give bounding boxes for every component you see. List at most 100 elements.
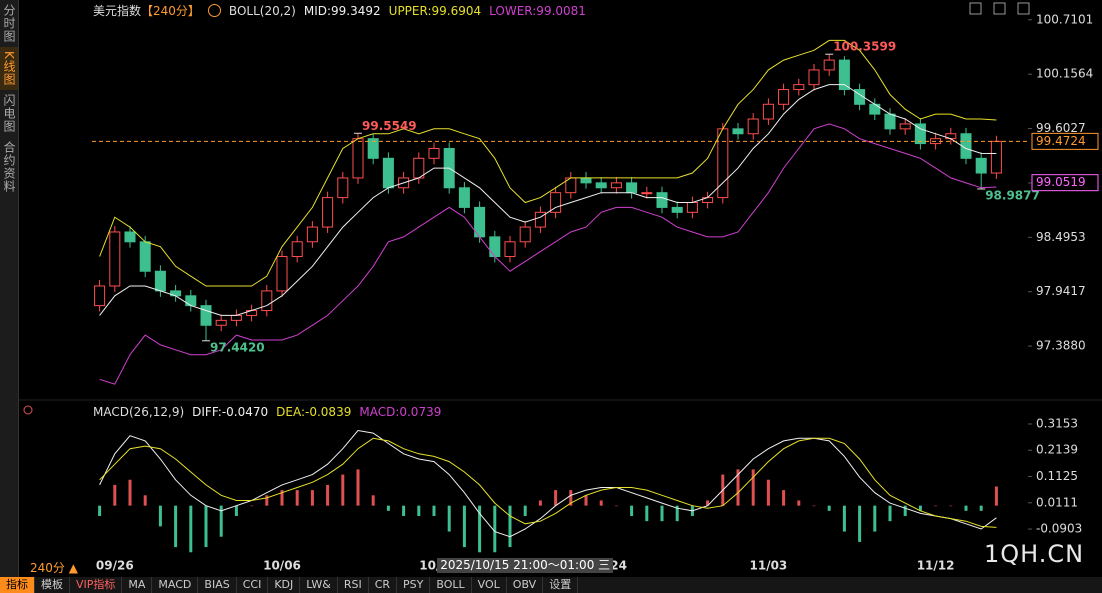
- candle-body: [747, 118, 759, 135]
- macd-bar: [143, 495, 147, 506]
- macd-bar: [706, 500, 710, 506]
- side-tab[interactable]: K线图: [0, 47, 18, 90]
- macd-bar: [174, 505, 178, 548]
- macd-bar: [158, 505, 162, 527]
- candle-body: [413, 157, 425, 179]
- candle-body: [595, 182, 607, 189]
- macd-bar: [614, 505, 618, 507]
- candle-body: [519, 226, 531, 243]
- macd-bar: [523, 505, 527, 517]
- candle-body: [732, 128, 744, 135]
- candle-body: [550, 192, 562, 213]
- extreme-label: 97.4420: [210, 340, 265, 354]
- macd-bar: [462, 505, 466, 548]
- y-tick-label: 0.3153: [1036, 416, 1078, 430]
- candle-body: [200, 305, 212, 326]
- macd-bar: [599, 500, 603, 506]
- macd-bar: [994, 486, 998, 506]
- indicator-tab[interactable]: BIAS: [198, 577, 237, 593]
- x-tick-label: 09/26: [96, 559, 134, 573]
- indicator-tab[interactable]: OBV: [507, 577, 544, 593]
- macd-bar: [341, 474, 345, 506]
- candle-body: [230, 314, 242, 321]
- legend-entry: LOWER:99.0081: [489, 3, 586, 18]
- indicator-tab[interactable]: CCI: [237, 577, 269, 593]
- indicator-tab[interactable]: KDJ: [268, 577, 301, 593]
- macd-bar: [356, 469, 360, 506]
- x-tick-label: 11/03: [750, 559, 788, 573]
- extreme-label: 98.9877: [985, 188, 1040, 202]
- candle-body: [869, 103, 881, 115]
- macd-bar: [569, 490, 573, 506]
- macd-bar: [128, 479, 132, 506]
- indicator-tab[interactable]: LW&: [300, 577, 338, 593]
- macd-bar: [508, 505, 512, 548]
- main-legend: 美元指数 【240分】 BOLL(20,2) MID:99.3492 UPPER:…: [93, 2, 586, 19]
- indicator-line: [99, 429, 997, 538]
- candle-body: [626, 182, 638, 194]
- macd-bar: [888, 505, 892, 522]
- side-tab[interactable]: 合约资料: [2, 140, 16, 193]
- macd-bar: [250, 505, 254, 507]
- candle-body: [641, 192, 653, 195]
- indicator-line: [99, 437, 997, 528]
- macd-bar: [493, 505, 497, 553]
- side-tab[interactable]: 闪电图: [2, 93, 16, 133]
- macd-bar: [827, 505, 831, 511]
- candle-body: [580, 177, 592, 184]
- macd-bar: [660, 505, 664, 522]
- indicator-tab[interactable]: RSI: [338, 577, 369, 593]
- y-tick-label: 99.6027: [1036, 121, 1086, 135]
- macd-bar: [842, 505, 846, 532]
- candle-body: [154, 270, 166, 292]
- macd-bar: [979, 505, 983, 511]
- y-tick-label: 100.1564: [1036, 67, 1093, 81]
- indicator-tab[interactable]: PSY: [397, 577, 431, 593]
- macd-bar: [584, 495, 588, 506]
- candle-body: [504, 241, 516, 258]
- indicator-tab[interactable]: 模板: [35, 577, 70, 593]
- indicator-tab[interactable]: VOL: [472, 577, 507, 593]
- period-label: 【240分】: [141, 4, 200, 18]
- y-tick-label: 97.9417: [1036, 284, 1086, 298]
- candle-body: [762, 103, 774, 120]
- candle-body: [139, 241, 151, 272]
- price-box-label: 99.0519: [1036, 175, 1086, 189]
- pane-icon[interactable]: [23, 405, 33, 415]
- candle-body: [337, 177, 349, 199]
- macd-legend: MACD(26,12,9) DIFF:-0.0470 DEA:-0.0839 MAC…: [93, 405, 441, 419]
- macd-bar: [326, 484, 330, 506]
- candle-body: [610, 182, 622, 189]
- macd-bar: [538, 500, 542, 506]
- indicator-tab[interactable]: MACD: [152, 577, 199, 593]
- indicator-tab[interactable]: VIP指标: [70, 577, 123, 593]
- macd-bar: [751, 469, 755, 506]
- macd-bar: [280, 490, 284, 506]
- candle-body: [489, 236, 501, 258]
- macd-bar: [812, 505, 816, 507]
- indicator-tab[interactable]: CR: [369, 577, 398, 593]
- indicator-tab[interactable]: 设置: [543, 577, 579, 593]
- macd-bar: [964, 505, 968, 511]
- side-tab[interactable]: 分时图: [2, 4, 16, 43]
- candle-body: [215, 319, 227, 326]
- candle-body: [291, 241, 303, 258]
- chart-canvas: 97.388097.941798.495399.049099.6027100.1…: [19, 2, 1102, 573]
- candle-body: [261, 290, 273, 312]
- candle-body: [382, 157, 394, 189]
- macd-bar: [113, 484, 117, 506]
- indicator-label[interactable]: BOLL(20,2): [228, 3, 296, 18]
- macd-bar: [265, 495, 269, 506]
- indicator-tab[interactable]: 指标: [0, 577, 35, 593]
- period-selector[interactable]: 240分 ▲: [30, 561, 78, 575]
- extreme-label: 100.3599: [833, 40, 896, 54]
- price-box: [1031, 132, 1099, 150]
- candle-body: [854, 89, 866, 105]
- candle-body: [109, 231, 121, 287]
- indicator-tab[interactable]: MA: [122, 577, 153, 593]
- indicator-line: [99, 123, 997, 385]
- indicator-tab[interactable]: BOLL: [430, 577, 472, 593]
- macd-bar: [630, 505, 634, 517]
- macd-bar: [903, 505, 907, 517]
- add-icon[interactable]: [207, 4, 221, 17]
